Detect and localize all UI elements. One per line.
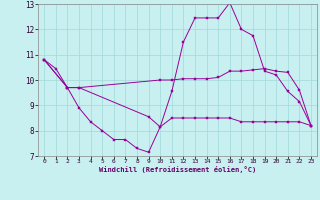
X-axis label: Windchill (Refroidissement éolien,°C): Windchill (Refroidissement éolien,°C) — [99, 166, 256, 173]
